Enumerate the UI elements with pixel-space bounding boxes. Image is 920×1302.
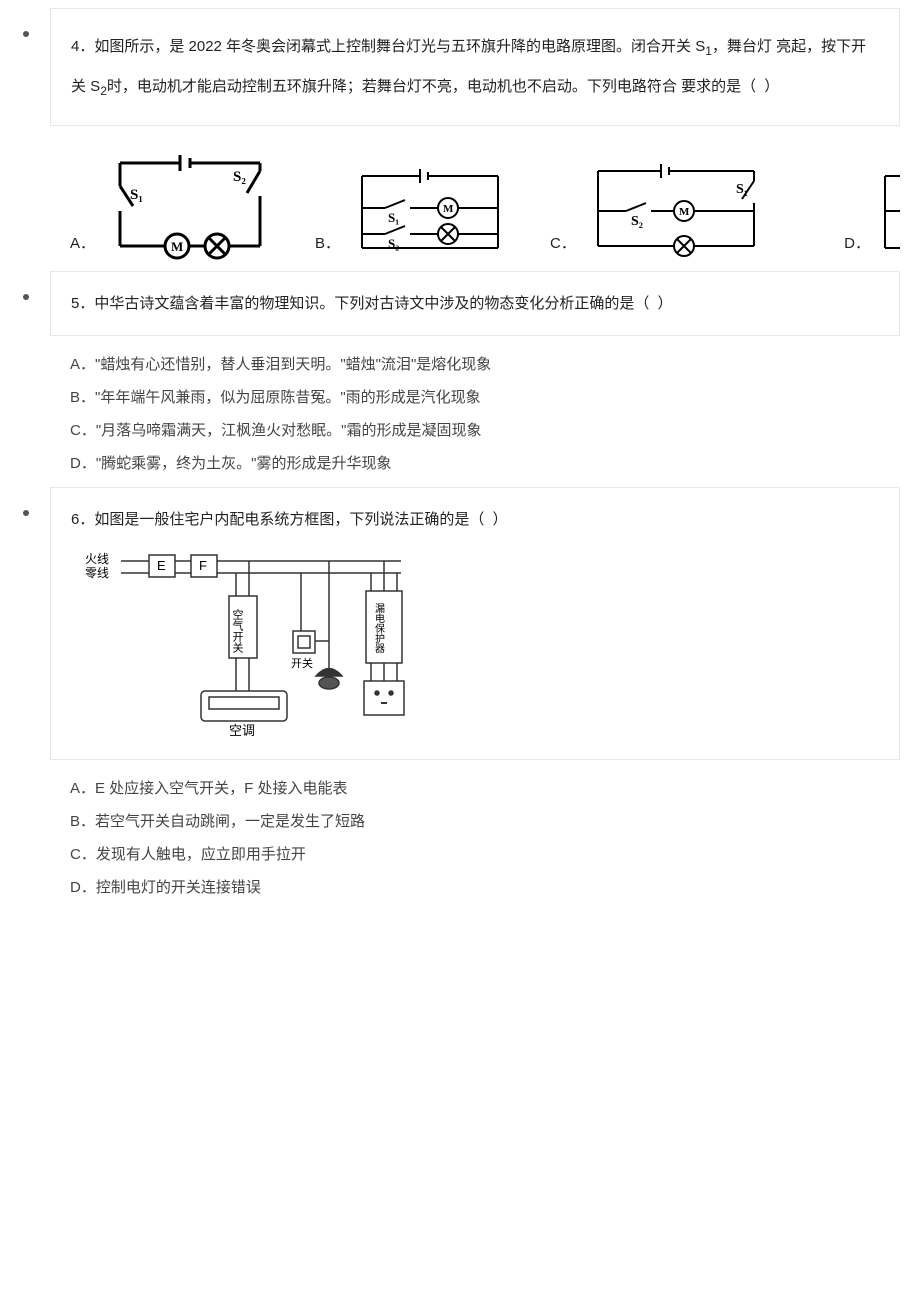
question-6: 6．如图是一般住宅户内配电系统方框图，下列说法正确的是（ ） [50,487,900,760]
q5-blank [649,295,657,312]
q6-opt-d: D．控制电灯的开关连接错误 [70,874,900,901]
q6-diagram: 火线 零线 E F 空气开关 开关 漏电保护器 空调 [71,541,879,741]
q6-opt-b: B．若空气开关自动跳闸，一定是发生了短路 [70,808,900,835]
q6-answers: A．E 处应接入空气开关，F 处接入电能表 B．若空气开关自动跳闸，一定是发生了… [70,775,900,901]
option-a-label: A． [70,230,95,257]
q4-t3: 要求的是（ [681,78,756,95]
q5-opt-c: C．"月落乌啼霜满天，江枫渔火对愁眠。"霜的形成是凝固现象 [70,417,900,444]
q4-number: 4． [71,38,94,55]
q5-opt-a: A．"蜡烛有心还惜别，替人垂泪到天明。"蜡烛"流泪"是熔化现象 [70,351,900,378]
q6-t: 如图是一般住宅户内配电系统方框图，下列说法正确的是（ [94,511,484,528]
q4-sub1: 1 [705,44,712,58]
bullet-icon [23,294,29,300]
option-c: C． [550,161,766,261]
question-4-text: 4．如图所示，是 2022 年冬奥会闭幕式上控制舞台灯光与五环旗升降的电路原理图… [71,27,879,107]
q4-t2b: 时，电动机才能启动控制五环旗升降；若舞台灯不亮，电动机也不启动。下列电路符合 [107,78,677,95]
q6-F: F [199,558,207,573]
q5-opt-b: B．"年年端午风兼雨，似为屈原陈昔冤。"雨的形成是汽化现象 [70,384,900,411]
option-b-label: B． [315,230,340,257]
q5-tb: ） [658,295,673,312]
q6-E: E [157,558,166,573]
circuit-a-m: M [171,239,183,254]
circuit-b-m: M [443,203,454,215]
circuit-b-s2: S₂ [388,236,399,251]
circuit-c-s2: S₂ [631,214,643,229]
circuit-c-m: M [679,206,690,218]
q6-opt-c: C．发现有人触电，应立即用手拉开 [70,841,900,868]
circuit-a-diagram: S₁ S₂ M [105,151,275,261]
option-c-label: C． [550,230,576,257]
circuit-b-diagram: S₁ S₂ M [350,166,510,261]
option-b: B． [315,166,510,261]
circuit-c-s1: S₁ [736,182,748,197]
q5-opt-d: D．"腾蛇乘雾，终为土灰。"雾的形成是升华现象 [70,450,900,477]
circuit-b-s1: S₁ [388,210,399,225]
question-5-text: 5．中华古诗文蕴含着丰富的物理知识。下列对古诗文中涉及的物态变化分析正确的是（ … [71,290,879,317]
q6-live: 火线 [85,552,109,566]
q6-ac: 空调 [229,723,255,738]
circuit-options-row: A． [70,151,900,261]
question-6-text: 6．如图是一般住宅户内配电系统方框图，下列说法正确的是（ ） [71,506,879,533]
q4-t1: 如图所示，是 2022 年冬奥会闭幕式上控制舞台灯光与五环旗升降的电路原理图。闭… [94,38,705,55]
circuit-d-diagram [880,166,900,261]
q5-answers: A．"蜡烛有心还惜别，替人垂泪到天明。"蜡烛"流泪"是熔化现象 B．"年年端午风… [70,351,900,477]
circuit-a-s1: S₁ [130,187,143,203]
q6-air: 空气开关 [231,608,244,654]
q6-switch: 开关 [291,656,313,670]
bullet-icon [23,510,29,516]
q4-sub2: 2 [100,84,107,98]
circuit-c-diagram: S₁ S₂ M [586,161,766,261]
question-5: 5．中华古诗文蕴含着丰富的物理知识。下列对古诗文中涉及的物态变化分析正确的是（ … [50,271,900,336]
q5-number: 5． [71,295,94,312]
q6-tb: ） [493,511,508,528]
q6-opt-a: A．E 处应接入空气开关，F 处接入电能表 [70,775,900,802]
option-a: A． [70,151,275,261]
q4-t1b: ，舞台灯 [712,38,772,55]
q6-neutral: 零线 [85,566,109,580]
q6-number: 6． [71,511,94,528]
q6-rccb: 漏电保护器 [373,603,385,654]
q4-t3b: ） [764,78,779,95]
option-d-label: D． [844,230,870,257]
q6-blank [484,511,492,528]
option-d: D． [844,166,900,261]
question-4: 4．如图所示，是 2022 年冬奥会闭幕式上控制舞台灯光与五环旗升降的电路原理图… [50,8,900,126]
bullet-icon [23,31,29,37]
q5-t: 中华古诗文蕴含着丰富的物理知识。下列对古诗文中涉及的物态变化分析正确的是（ [94,295,649,312]
circuit-a-s2: S₂ [233,169,246,185]
